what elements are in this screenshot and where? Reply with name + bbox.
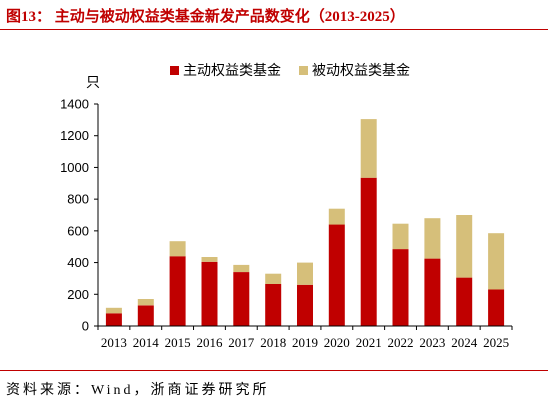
- bar-passive-2025: [488, 233, 505, 290]
- bar-active-2017: [233, 272, 250, 326]
- chart-legend: 主动权益类基金 被动权益类基金: [170, 61, 410, 79]
- bar-active-2021: [360, 177, 377, 326]
- bar-passive-2022: [392, 223, 409, 250]
- bar-active-2016: [201, 261, 218, 326]
- source-note: 资料来源：Wind，浙商证券研究所: [6, 383, 270, 398]
- source-divider: [0, 370, 548, 371]
- bar-active-2014: [137, 305, 154, 326]
- figure-title: 图13： 主动与被动权益类基金新发产品数变化（2013-2025）: [6, 9, 405, 25]
- title-divider: [0, 29, 548, 30]
- y-tick-label-600: 600: [67, 223, 89, 238]
- bar-passive-2015: [169, 241, 186, 257]
- bar-passive-2013: [105, 307, 122, 314]
- x-tick-label-2014: 2014: [133, 335, 160, 350]
- y-tick-label-800: 800: [67, 192, 89, 207]
- bar-passive-2020: [328, 208, 345, 225]
- legend-swatch-active: [170, 65, 179, 75]
- x-tick-label-2024: 2024: [451, 335, 478, 350]
- bar-active-2023: [424, 258, 441, 326]
- y-tick-label-1200: 1200: [60, 128, 89, 143]
- bar-active-2018: [265, 284, 282, 326]
- y-tick-label-0: 0: [82, 319, 89, 334]
- bar-passive-2017: [233, 264, 250, 272]
- x-tick-label-2022: 2022: [388, 335, 414, 350]
- bar-passive-2018: [265, 273, 282, 284]
- x-tick-label-2025: 2025: [483, 335, 509, 350]
- bar-active-2022: [392, 249, 409, 326]
- bar-passive-2016: [201, 257, 218, 262]
- y-tick-label-400: 400: [67, 255, 89, 270]
- bar-active-2025: [488, 289, 505, 326]
- x-tick-label-2016: 2016: [197, 335, 224, 350]
- legend-label-passive: 被动权益类基金: [312, 62, 410, 78]
- y-tick-label-1000: 1000: [60, 160, 89, 175]
- bar-passive-2021: [360, 119, 377, 178]
- bar-active-2015: [169, 256, 186, 326]
- y-tick-label-200: 200: [67, 287, 89, 302]
- legend-label-active: 主动权益类基金: [183, 62, 281, 78]
- bar-active-2019: [297, 284, 313, 326]
- y-axis-unit-label: 只: [86, 74, 100, 90]
- bar-active-2024: [456, 277, 473, 326]
- legend-swatch-passive: [299, 65, 308, 75]
- x-tick-label-2019: 2019: [292, 335, 318, 350]
- x-tick-label-2013: 2013: [101, 335, 127, 350]
- legend-item-passive: 被动权益类基金: [299, 60, 410, 80]
- x-tick-label-2020: 2020: [324, 335, 350, 350]
- y-tick-label-1400: 1400: [60, 97, 89, 112]
- bar-passive-2019: [297, 262, 313, 285]
- bar-passive-2014: [137, 299, 154, 306]
- x-tick-label-2023: 2023: [419, 335, 445, 350]
- x-tick-label-2015: 2015: [165, 335, 191, 350]
- x-tick-label-2021: 2021: [356, 335, 382, 350]
- legend-item-active: 主动权益类基金: [170, 60, 281, 80]
- bar-active-2013: [105, 313, 122, 326]
- bar-active-2020: [328, 224, 345, 326]
- bar-passive-2023: [424, 218, 441, 259]
- bar-passive-2024: [456, 215, 473, 278]
- x-tick-label-2017: 2017: [228, 335, 255, 350]
- x-tick-label-2018: 2018: [260, 335, 286, 350]
